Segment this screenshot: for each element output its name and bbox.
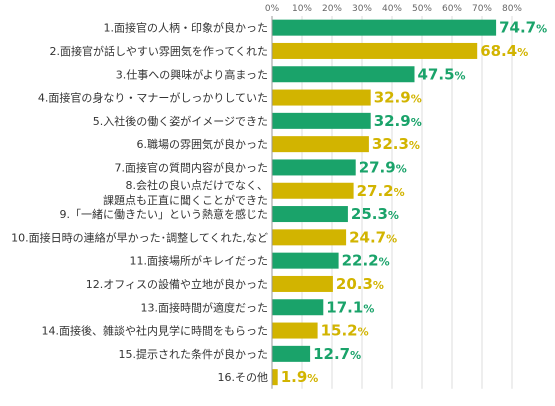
bar [272, 252, 339, 269]
value-label: 32.9% [374, 112, 422, 130]
category-labels: 1.面接官の人柄・印象が良かった 2.面接官が話しやすい雰囲気を作ってくれた 3.仕… [11, 21, 269, 384]
category-label: 15.提示された条件が良かった [119, 347, 269, 361]
bar [272, 345, 311, 362]
category-label: 11.面接場所がキレイだった [130, 254, 269, 268]
bar [272, 89, 371, 106]
category-label: 7.面接官の質問内容が良かった [115, 160, 269, 174]
category-label: 12.オフィスの設備や立地が良かった [86, 277, 268, 291]
category-label: 14.面接後、雑談や社内見学に時間をもらった [42, 324, 269, 338]
value-label: 1.9% [281, 368, 319, 386]
x-tick-label: 60% [442, 4, 462, 14]
value-label: 24.7% [349, 228, 397, 246]
category-label: 8.会社の良い点だけでなく、課題点も正直に聞くことができた [103, 178, 268, 207]
bar [272, 159, 356, 176]
bar [272, 182, 354, 199]
x-tick-label: 70% [472, 4, 492, 14]
bar [272, 19, 497, 36]
x-tick-label: 40% [382, 4, 402, 14]
category-label: 3.仕事への興味がより高まった [116, 67, 268, 81]
bars [272, 19, 497, 386]
bar [272, 112, 371, 129]
category-label: 16.その他 [218, 371, 269, 384]
value-label: 15.2% [321, 322, 369, 340]
bar [272, 66, 415, 83]
bar [272, 136, 369, 153]
bar [272, 229, 347, 246]
x-tick-label: 0% [265, 4, 280, 14]
bar [272, 299, 324, 316]
value-label: 74.7% [499, 19, 547, 37]
category-label: 13.面接時間が適度だった [141, 300, 269, 314]
x-tick-label: 80% [502, 4, 522, 14]
x-tick-label: 30% [352, 4, 372, 14]
category-label: 4.面接官の身なり・マナーがしっかりしていた [38, 91, 268, 105]
value-label: 22.2% [342, 252, 390, 270]
x-axis-ticks: 0% 10% 20% 30% 40% 50% 60% 70% 80% [265, 4, 523, 14]
bar [272, 42, 478, 59]
category-label: 5.入社後の働く姿がイメージできた [93, 114, 268, 128]
category-label: 10.面接日時の連絡が早かった･調整してくれた,など [11, 230, 268, 244]
value-label: 27.2% [357, 182, 405, 200]
category-label: 2.面接官が話しやすい雰囲気を作ってくれた [49, 44, 268, 58]
bar [272, 275, 333, 292]
x-tick-label: 10% [292, 4, 312, 14]
category-label: 1.面接官の人柄・印象が良かった [104, 21, 269, 35]
value-label: 17.1% [326, 298, 374, 316]
bar [272, 206, 348, 223]
x-tick-label: 20% [322, 4, 342, 14]
bar [272, 322, 318, 339]
value-labels: 74.7% 68.4% 47.5% 32.9% 32.9% 32.3% 27.9% 27.2%… [281, 19, 547, 386]
value-label: 68.4% [480, 42, 528, 60]
value-label: 12.7% [313, 345, 361, 363]
value-label: 32.9% [374, 89, 422, 107]
value-label: 32.3% [372, 135, 420, 153]
value-label: 25.3% [351, 205, 399, 223]
x-tick-label: 50% [412, 4, 432, 14]
category-label: 9.「一緒に働きたい」という熱意を感じた [60, 207, 269, 221]
value-label: 27.9% [359, 158, 407, 176]
category-label: 6.職場の雰囲気が良かった [137, 137, 269, 151]
value-label: 20.3% [336, 275, 384, 293]
value-label: 47.5% [418, 65, 466, 83]
bar [272, 369, 278, 386]
